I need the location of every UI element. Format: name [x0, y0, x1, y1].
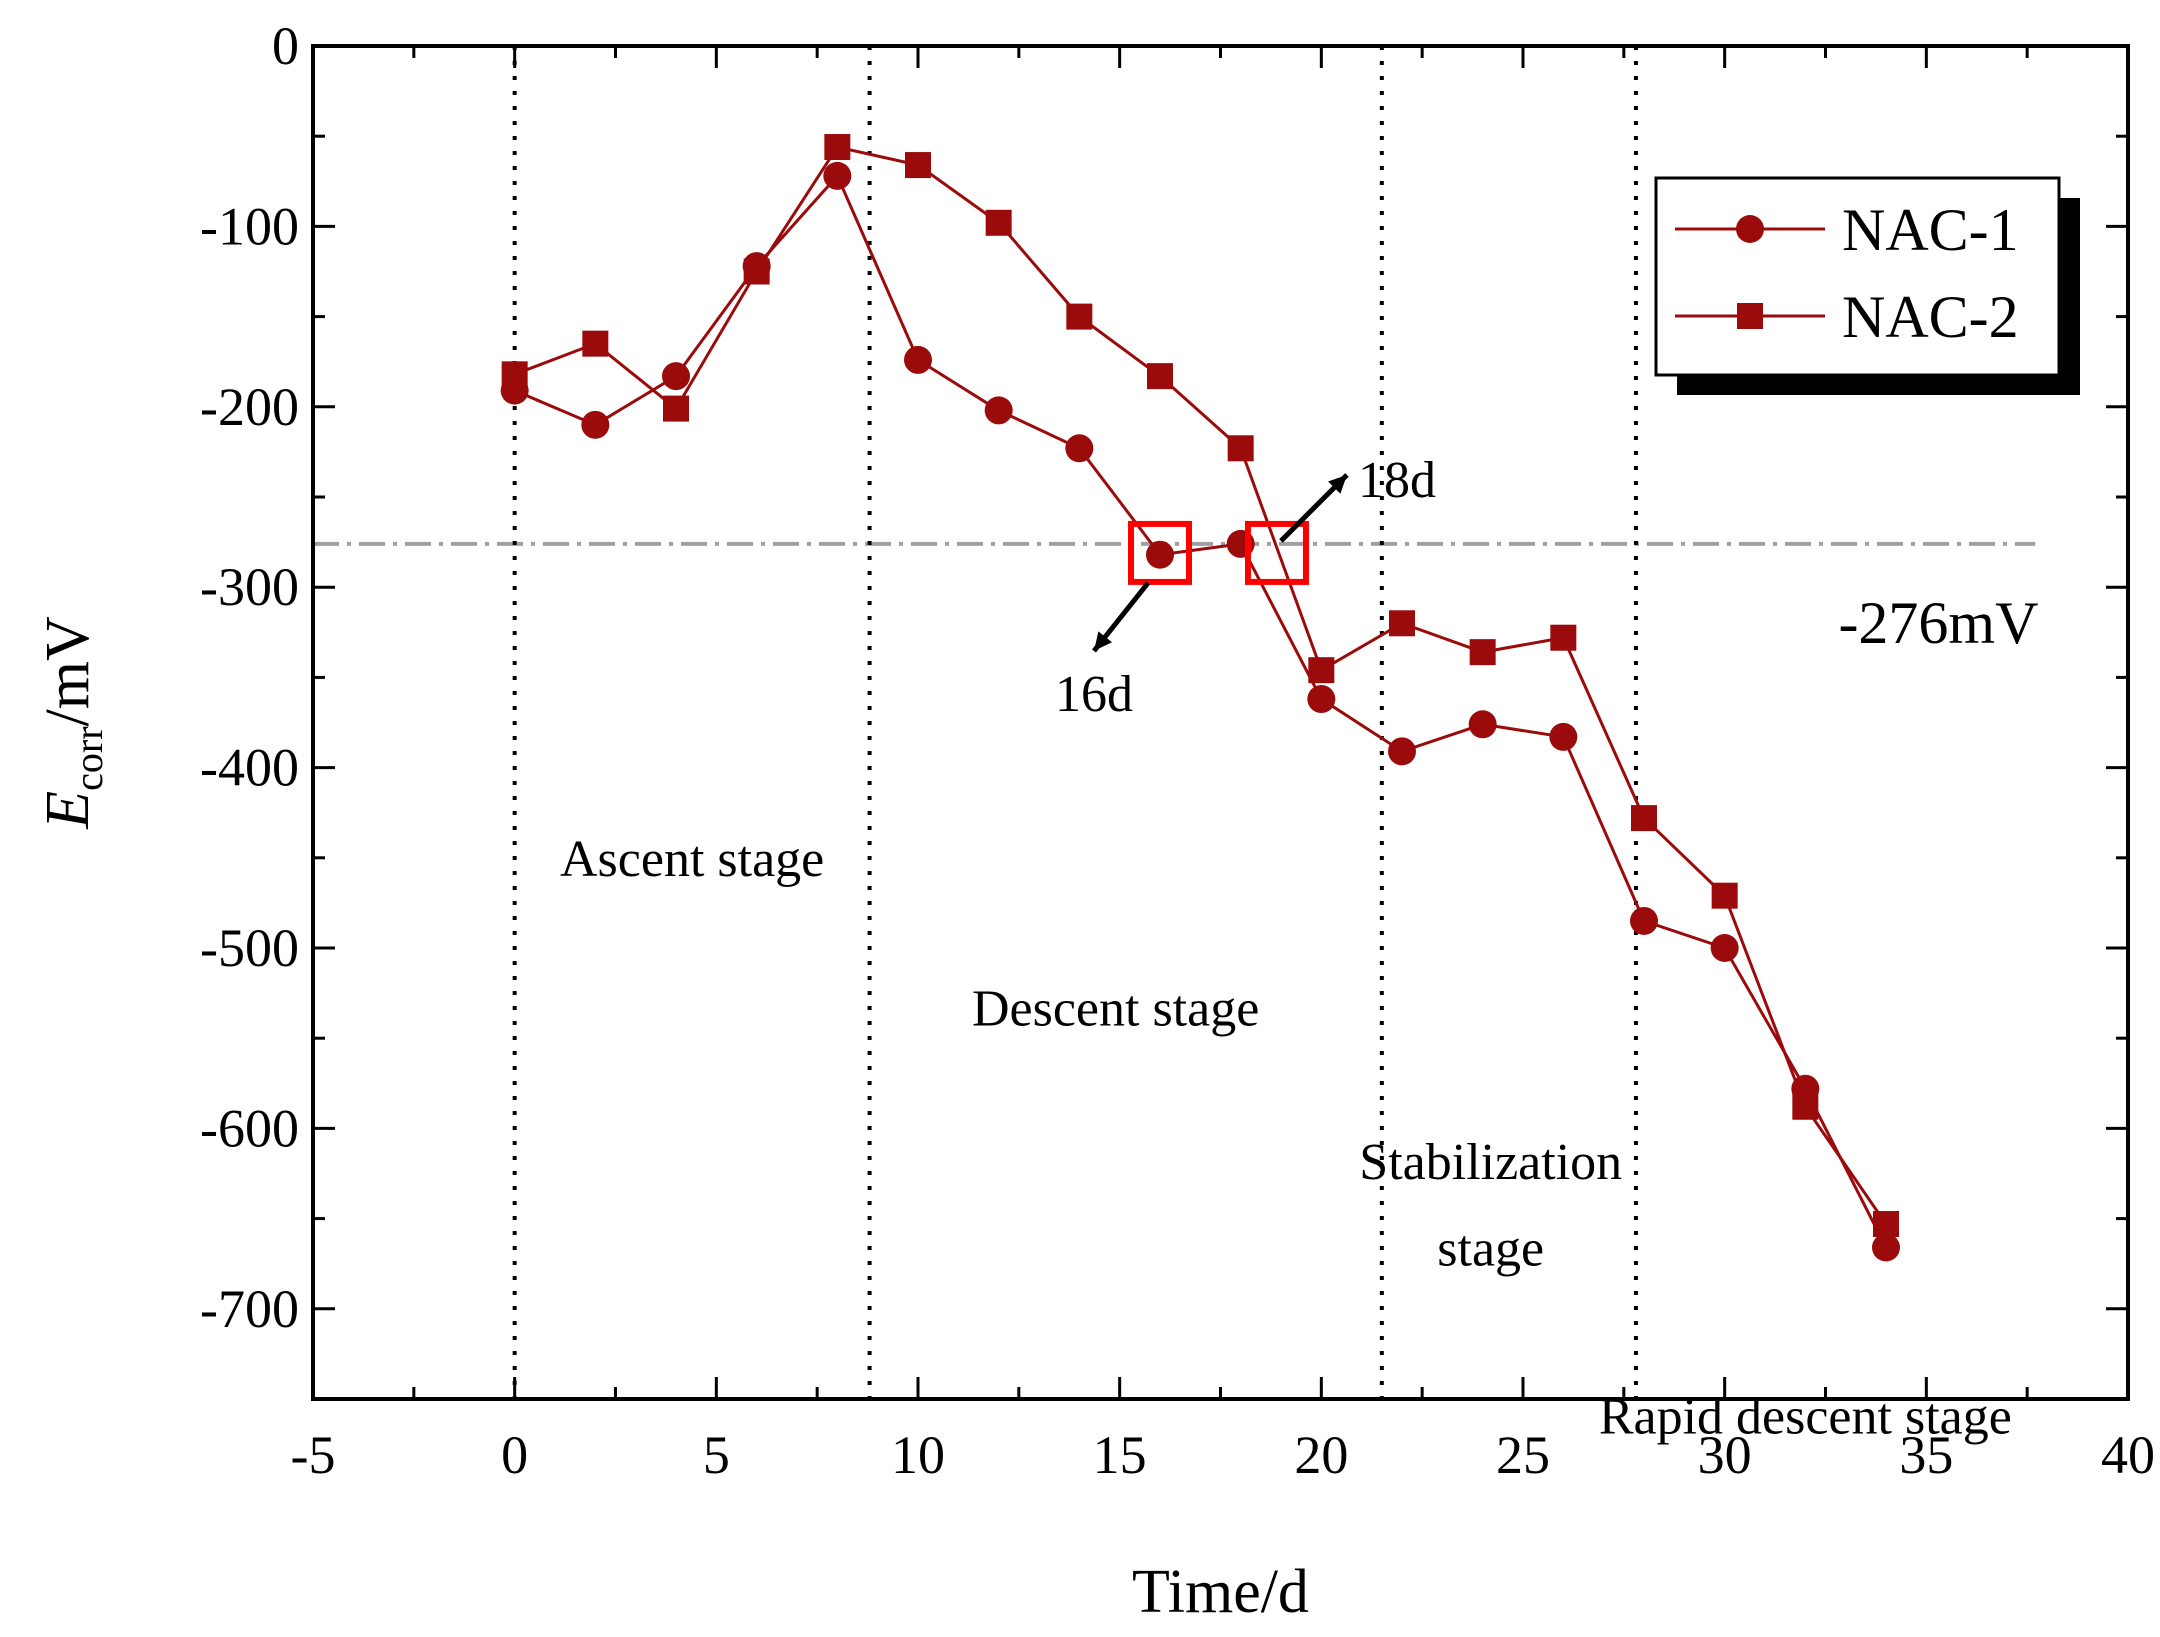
arrow-18d-head: [1328, 474, 1347, 494]
point-nac-1: [984, 396, 1013, 425]
y-tick-label: -200: [200, 377, 299, 437]
x-tick-label: 20: [1294, 1425, 1348, 1485]
x-tick-label: 5: [703, 1425, 730, 1485]
legend: NAC-1 NAC-2: [1654, 176, 2080, 395]
y-axis-title: Ecorr/mV: [34, 616, 111, 830]
x-tick-label: -5: [291, 1425, 336, 1485]
y-tick-label: -300: [200, 557, 299, 617]
x-tick-label: 40: [2101, 1425, 2155, 1485]
stage-label-ascent: Ascent stage: [560, 831, 824, 888]
point-nac-1: [1549, 722, 1578, 751]
point-nac-2: [582, 330, 609, 357]
y-tick-label: -100: [200, 196, 299, 256]
y-tick-label: -400: [200, 738, 299, 798]
point-nac-2: [501, 361, 528, 388]
point-nac-2: [1631, 805, 1657, 832]
x-tick-label: 25: [1496, 1425, 1550, 1485]
point-nac-2: [663, 395, 689, 422]
point-nac-2: [905, 152, 931, 179]
point-nac-2: [1873, 1211, 1899, 1238]
point-nac-2: [985, 209, 1012, 236]
y-tick-label: 0: [272, 16, 299, 76]
legend-label-nac2: NAC-2: [1842, 284, 2019, 350]
legend-box: [1654, 176, 2061, 377]
y-axis-title-main: E: [34, 791, 102, 830]
point-nac-2: [1147, 363, 1173, 390]
x-tick-label: 0: [501, 1425, 528, 1485]
x-tick-label: 35: [1899, 1425, 1953, 1485]
x-tick-label: 10: [891, 1425, 945, 1485]
threshold-label: -276mV: [1838, 590, 2038, 656]
point-nac-2: [1066, 303, 1093, 330]
point-nac-1: [581, 410, 610, 439]
annotation-16d: 16d: [1055, 666, 1133, 723]
point-nac-1: [904, 345, 932, 374]
x-tick-label: 15: [1093, 1425, 1147, 1485]
point-nac-1: [823, 161, 852, 190]
annotation-18d: 18d: [1358, 452, 1436, 509]
highlight-box-16d: [1128, 520, 1192, 585]
x-tick-label: 30: [1698, 1425, 1752, 1485]
y-axis-title-unit: /mV: [34, 616, 102, 726]
point-nac-2: [1792, 1093, 1819, 1120]
point-nac-2: [1711, 882, 1738, 909]
point-nac-1: [1388, 737, 1416, 766]
point-nac-2: [824, 134, 851, 161]
stage-label-rapid-descent: Rapid descent stage: [1599, 1388, 2012, 1445]
y-axis-title-sub: corr: [66, 726, 111, 790]
y-tick-label: -600: [200, 1098, 299, 1158]
point-nac-2: [743, 258, 770, 285]
stage-label-stabilization-2: stage: [1437, 1221, 1544, 1278]
point-nac-2: [1469, 639, 1496, 666]
point-nac-1: [1146, 540, 1174, 569]
x-axis-title: Time/d: [1132, 1558, 1309, 1626]
y-tick-label: -700: [200, 1279, 299, 1339]
highlight-box-18d: [1244, 520, 1309, 585]
point-nac-1: [1630, 906, 1658, 935]
point-nac-2: [1227, 435, 1254, 462]
arrow-16d-head: [1094, 631, 1113, 651]
series-line-nac-1: [514, 173, 1888, 1249]
series-line-nac-2: [514, 145, 1888, 1225]
legend-label-nac1: NAC-1: [1842, 197, 2019, 263]
point-nac-1: [1307, 685, 1336, 714]
point-nac-1: [662, 362, 690, 391]
y-tick-label: -500: [200, 918, 299, 978]
stage-label-descent: Descent stage: [972, 981, 1259, 1038]
point-nac-2: [1308, 657, 1335, 684]
point-nac-2: [1389, 610, 1415, 637]
point-nac-1: [1468, 710, 1497, 739]
point-nac-1: [1872, 1233, 1900, 1262]
legend-marker-nac2: [1737, 303, 1763, 329]
stage-label-stabilization: Stabilization: [1359, 1134, 1622, 1191]
point-nac-2: [1550, 624, 1577, 651]
point-nac-1: [1710, 934, 1739, 962]
legend-marker-nac1: [1736, 215, 1764, 243]
point-nac-1: [1065, 434, 1094, 463]
